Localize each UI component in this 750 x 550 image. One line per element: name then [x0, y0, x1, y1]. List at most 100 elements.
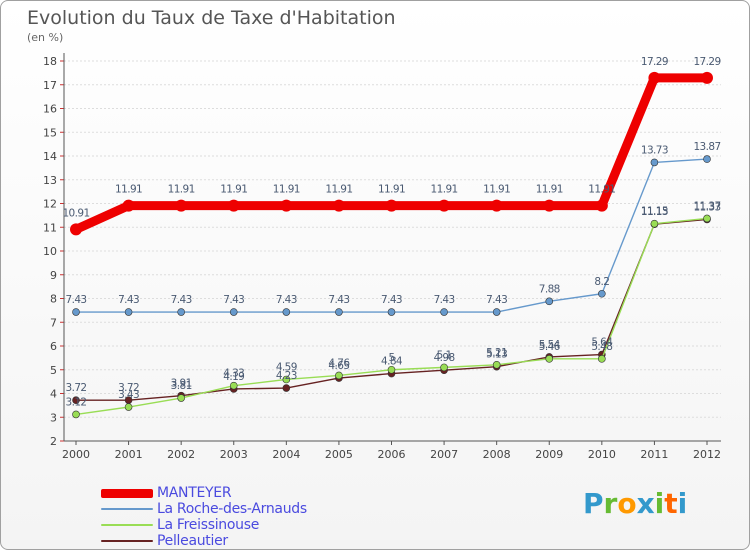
- legend-item-la-roche-des-arnauds: La Roche-des-Arnauds: [101, 501, 307, 517]
- legend-label-pelleautier: Pelleautier: [157, 533, 228, 549]
- data-label: 3.72: [66, 382, 87, 394]
- data-point: [438, 199, 451, 212]
- data-point: [703, 214, 711, 223]
- y-tick-label: 4: [50, 388, 57, 401]
- data-label: 7.43: [381, 294, 402, 306]
- data-point: [335, 308, 343, 316]
- legend-item-manteyer: MANTEYER: [101, 485, 307, 501]
- data-point: [492, 308, 501, 316]
- logo-letter: o: [617, 487, 637, 520]
- data-label: 7.43: [276, 294, 297, 306]
- data-point: [122, 199, 135, 212]
- y-tick-label: 13: [43, 174, 57, 187]
- data-point: [72, 396, 80, 404]
- x-tick-label: 2003: [220, 448, 248, 461]
- y-tick-label: 11: [43, 221, 57, 234]
- y-tick-label: 10: [43, 245, 57, 258]
- y-tick-label: 5: [50, 364, 57, 377]
- y-tick-label: 18: [43, 55, 57, 68]
- legend-label-manteyer: MANTEYER: [157, 485, 232, 501]
- data-label: 4.65: [328, 360, 349, 372]
- x-tick-label: 2012: [693, 448, 721, 461]
- data-label: 11.91: [273, 184, 300, 196]
- data-point: [229, 308, 238, 316]
- x-tick-label: 2009: [535, 448, 563, 461]
- data-label: 5.13: [486, 349, 507, 361]
- x-tick-label: 2005: [325, 448, 353, 461]
- data-label: 5.21: [486, 347, 507, 359]
- data-point: [177, 308, 185, 316]
- data-label: 3.81: [171, 380, 192, 392]
- logo-letter: x: [636, 487, 655, 520]
- x-tick-label: 2004: [272, 448, 300, 461]
- legend-swatch-la-freissinouse: [101, 524, 153, 526]
- data-label: 10.91: [62, 207, 89, 219]
- logo-letter: t: [664, 487, 678, 520]
- data-point: [543, 199, 556, 212]
- data-label: 7.43: [328, 294, 349, 306]
- data-label: 11.91: [378, 184, 405, 196]
- data-point: [598, 355, 606, 363]
- data-label: 11.33: [693, 201, 720, 213]
- x-tick-label: 2008: [483, 448, 511, 461]
- data-point: [177, 394, 185, 402]
- data-label: 4.59: [276, 361, 297, 373]
- data-label: 3.72: [118, 382, 139, 394]
- data-point: [175, 199, 188, 212]
- data-label: 11.13: [641, 206, 668, 218]
- data-point: [650, 158, 659, 167]
- data-label: 17.29: [693, 56, 720, 68]
- y-axis-unit-label: (en %): [27, 31, 64, 44]
- data-label: 17.29: [641, 56, 668, 68]
- data-label: 5.54: [539, 339, 561, 351]
- x-tick-label: 2000: [62, 448, 90, 461]
- x-tick-label: 2010: [588, 448, 616, 461]
- data-label: 11.37: [693, 200, 720, 212]
- data-point: [72, 308, 80, 316]
- chart-legend: MANTEYER La Roche-des-Arnauds La Freissi…: [101, 485, 307, 549]
- y-tick-label: 12: [43, 198, 57, 211]
- data-label: 7.43: [118, 294, 139, 306]
- data-label: 11.91: [220, 184, 247, 196]
- data-label: 11.15: [641, 206, 668, 218]
- data-label: 4.23: [276, 370, 297, 382]
- data-point: [701, 71, 713, 84]
- y-tick-label: 16: [43, 103, 57, 116]
- data-point: [227, 199, 240, 212]
- data-label: 3.12: [66, 396, 87, 408]
- y-tick-label: 6: [50, 340, 57, 353]
- x-tick-label: 2002: [167, 448, 195, 461]
- data-label: 5: [388, 352, 394, 364]
- data-label: 11.91: [483, 184, 510, 196]
- data-label: 3.91: [171, 378, 192, 390]
- data-point: [282, 375, 291, 384]
- logo-letter: P: [583, 487, 604, 520]
- data-label: 7.43: [171, 294, 192, 306]
- data-point: [124, 403, 133, 411]
- data-label: 5.64: [591, 337, 613, 349]
- data-point: [387, 308, 396, 316]
- data-point: [282, 384, 291, 392]
- data-point: [490, 199, 503, 212]
- legend-swatch-pelleautier: [101, 540, 153, 542]
- data-label: 5.48: [591, 341, 612, 353]
- data-label: 3.43: [118, 389, 139, 401]
- data-point: [648, 71, 661, 84]
- data-point: [440, 363, 448, 372]
- y-tick-label: 14: [43, 150, 57, 163]
- x-tick-label: 2006: [378, 448, 406, 461]
- data-label: 11.91: [115, 184, 142, 196]
- data-label: 4.76: [328, 357, 350, 369]
- data-label: 4.19: [223, 371, 244, 383]
- data-point: [72, 410, 80, 419]
- x-tick-label: 2001: [115, 448, 143, 461]
- data-label: 5.46: [539, 341, 561, 353]
- data-point: [595, 199, 608, 212]
- data-label: 13.87: [693, 141, 720, 153]
- y-tick-label: 7: [50, 316, 57, 329]
- y-tick-label: 8: [50, 293, 57, 306]
- data-label: 11.91: [168, 184, 195, 196]
- data-label: 11.91: [431, 184, 458, 196]
- chart-title: Evolution du Taux de Taxe d'Habitation: [27, 7, 396, 29]
